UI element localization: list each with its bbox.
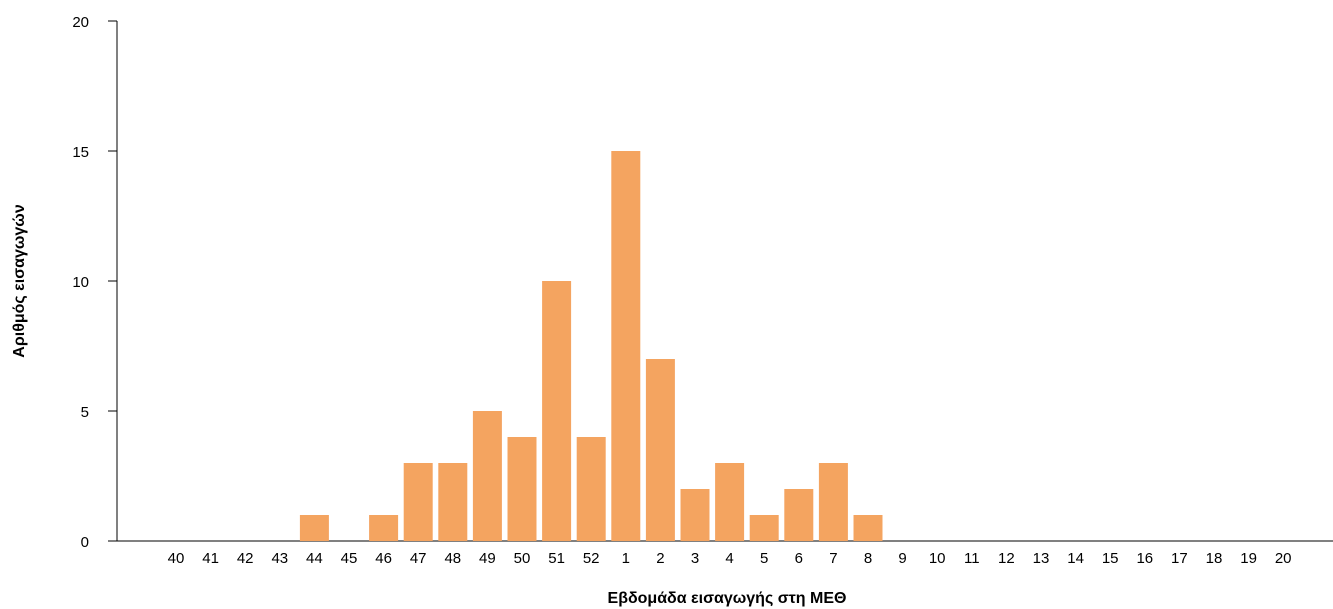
bar [438,463,468,541]
x-tick-label: 10 [929,550,946,567]
x-tick-label: 2 [656,550,664,567]
x-tick-label: 42 [237,550,254,567]
x-tick-label: 5 [760,550,768,567]
x-tick-label: 12 [998,550,1015,567]
x-tick-label: 3 [691,550,699,567]
x-tick-label: 50 [514,550,531,567]
y-tick-label: 15 [72,144,89,161]
y-tick-label: 10 [72,274,89,291]
x-tick-label: 44 [306,550,323,567]
x-tick-label: 15 [1102,550,1119,567]
x-tick-label: 43 [271,550,288,567]
x-tick-label: 41 [202,550,219,567]
x-tick-label: 46 [375,550,392,567]
x-tick-label: 48 [444,550,461,567]
x-tick-label: 17 [1171,550,1188,567]
x-tick-labels: 40 41 42 43 44 45 46 47 48 49 50 51 52 1 2 3 4 5 6 7 8 9 10 11 1… [168,550,1292,567]
bar [611,151,641,541]
x-tick-label: 14 [1067,550,1084,567]
bar [299,515,329,541]
x-tick-label: 40 [168,550,185,567]
y-tick-label: 5 [81,404,89,421]
x-tick-label: 8 [864,550,872,567]
bar [507,437,537,541]
x-tick-label: 20 [1275,550,1292,567]
x-tick-label: 1 [622,550,630,567]
x-tick-label: 7 [829,550,837,567]
y-axis-title: Αριθμός εισαγωγών [11,204,28,358]
bar [403,463,433,541]
bar [749,515,779,541]
bar [715,463,745,541]
bar [853,515,883,541]
x-tick-label: 52 [583,550,600,567]
x-tick-label: 18 [1206,550,1223,567]
bar [680,489,710,541]
bar [369,515,399,541]
bar [818,463,848,541]
y-tick-label: 0 [81,534,89,551]
x-tick-label: 19 [1240,550,1257,567]
x-tick-label: 11 [964,550,980,567]
bar [542,281,572,541]
bar [784,489,814,541]
x-tick-label: 49 [479,550,496,567]
bar [576,437,606,541]
x-axis-title: Εβδομάδα εισαγωγής στη ΜΕΘ [608,590,847,607]
x-tick-label: 45 [341,550,358,567]
y-tick-label: 20 [72,14,89,31]
x-tick-label: 47 [410,550,427,567]
y-axis: 0 5 10 15 20 [72,14,118,551]
bars [299,151,883,541]
x-tick-label: 51 [548,550,565,567]
x-tick-label: 13 [1033,550,1050,567]
x-tick-label: 6 [795,550,803,567]
bar [645,359,675,541]
bar [472,411,502,541]
x-tick-label: 16 [1136,550,1153,567]
x-tick-label: 4 [725,550,733,567]
x-tick-label: 9 [898,550,906,567]
